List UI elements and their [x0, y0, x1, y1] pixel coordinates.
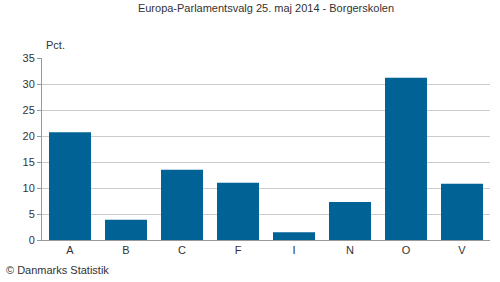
svg-text:5: 5	[29, 208, 35, 220]
svg-text:A: A	[66, 244, 74, 256]
svg-text:B: B	[122, 244, 129, 256]
svg-text:25: 25	[23, 104, 35, 116]
svg-text:F: F	[235, 244, 242, 256]
svg-text:0: 0	[29, 234, 35, 246]
svg-text:10: 10	[23, 182, 35, 194]
svg-text:Pct.: Pct.	[46, 39, 65, 51]
svg-text:© Danmarks Statistik: © Danmarks Statistik	[6, 264, 109, 276]
svg-text:15: 15	[23, 156, 35, 168]
svg-text:C: C	[178, 244, 186, 256]
svg-text:35: 35	[23, 52, 35, 64]
svg-text:O: O	[402, 244, 411, 256]
svg-text:Europa-Parlamentsvalg 25. maj: Europa-Parlamentsvalg 25. maj 2014 - Bor…	[138, 2, 394, 14]
svg-text:N: N	[346, 244, 354, 256]
svg-text:I: I	[292, 244, 295, 256]
svg-text:30: 30	[23, 78, 35, 90]
svg-text:V: V	[458, 244, 466, 256]
svg-text:20: 20	[23, 130, 35, 142]
